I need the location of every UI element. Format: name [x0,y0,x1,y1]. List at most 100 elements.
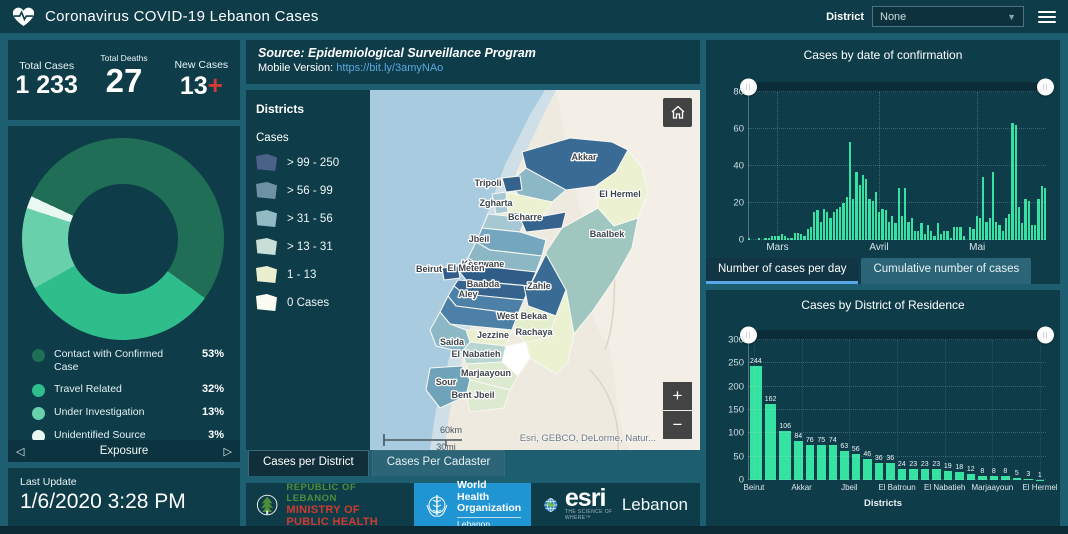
district-bar[interactable] [1012,477,1022,480]
daily-bar[interactable] [995,221,998,240]
district-bar[interactable] [989,476,999,480]
daily-bar[interactable] [884,210,887,240]
daily-bar[interactable] [920,223,923,240]
daily-bar[interactable] [858,184,861,240]
district-bar[interactable] [794,440,803,480]
daily-bar[interactable] [1027,201,1030,240]
daily-bar[interactable] [816,210,819,240]
daily-bar[interactable] [943,230,946,240]
daily-bar[interactable] [917,230,920,240]
mobile-version-link[interactable]: https://bit.ly/3amyNAo [336,62,444,74]
district-bar[interactable] [863,458,872,480]
daily-bar[interactable] [1017,206,1020,240]
slider-handle-right[interactable]: || [1037,326,1054,344]
daily-bar[interactable] [1011,123,1014,240]
daily-bar[interactable] [959,227,962,240]
daily-bar[interactable] [939,234,942,240]
daily-bar[interactable] [946,230,949,240]
district-range-slider[interactable]: || || [740,326,1054,344]
daily-bar[interactable] [757,238,760,240]
daily-bar[interactable] [926,225,929,240]
daily-bar[interactable] [897,188,900,240]
daily-bar[interactable] [865,178,868,240]
daily-bar[interactable] [796,232,799,240]
district-dropdown[interactable]: None ▼ [872,6,1024,27]
daily-bar[interactable] [777,236,780,240]
district-bar[interactable] [840,450,849,480]
district-bar[interactable] [920,469,930,480]
district-bar[interactable] [955,471,964,480]
daily-bar[interactable] [962,236,965,240]
daily-bar[interactable] [930,230,933,240]
district-bar[interactable] [932,469,941,480]
tab-cases-per-cadaster[interactable]: Cases Per Cadaster [371,450,506,476]
district-bar[interactable] [943,471,953,480]
daily-bar[interactable] [978,217,981,240]
slider-handle-left[interactable]: || [740,326,757,344]
daily-bar[interactable] [845,197,848,240]
daily-bar[interactable] [813,212,816,240]
district-bar[interactable] [897,468,907,480]
daily-bar[interactable] [767,238,770,240]
daily-bar[interactable] [848,141,851,240]
tab-cumulative-cases[interactable]: Cumulative number of cases [861,258,1032,284]
daily-bar[interactable] [783,236,786,240]
daily-bar[interactable] [803,236,806,240]
lebanon-districts-map[interactable]: Akkar Tripoli Zgharta El Hermel Bcharre Jbeil… [370,90,700,450]
daily-bar[interactable] [871,201,874,240]
daily-bar[interactable] [952,227,955,240]
daily-bar[interactable] [900,215,903,240]
daily-bar[interactable] [800,234,803,240]
daily-bar[interactable] [1024,199,1027,240]
district-bar[interactable] [764,404,777,480]
zoom-in-button[interactable]: + [663,382,692,410]
daily-bar[interactable] [855,171,858,240]
district-bar[interactable] [1001,476,1010,480]
daily-bar[interactable] [936,223,939,240]
home-button[interactable] [663,98,692,127]
daily-bar[interactable] [998,225,1001,240]
daily-bar[interactable] [949,238,952,240]
daily-bar[interactable] [956,227,959,240]
daily-bar[interactable] [835,208,838,240]
daily-bar[interactable] [907,221,910,240]
daily-bar[interactable] [829,217,832,240]
daily-bar[interactable] [1008,214,1011,240]
daily-bar[interactable] [764,238,767,240]
daily-bar[interactable] [822,208,825,240]
district-bar[interactable] [750,366,762,480]
tab-cases-per-district[interactable]: Cases per District [248,450,369,476]
district-bar[interactable] [874,463,884,480]
district-bar[interactable] [851,453,861,480]
daily-bar[interactable] [923,234,926,240]
daily-bar[interactable] [790,238,793,240]
daily-bar[interactable] [1004,217,1007,240]
daily-bar[interactable] [842,203,845,240]
daily-bar[interactable] [933,236,936,240]
district-bar[interactable] [817,445,826,480]
daily-bar[interactable] [868,199,871,240]
daily-bar[interactable] [1037,199,1040,240]
daily-bar[interactable] [839,206,842,240]
daily-bar[interactable] [887,221,890,240]
slider-handle-left[interactable]: || [740,78,757,96]
daily-bar[interactable] [1014,125,1017,240]
daily-bar[interactable] [748,238,751,240]
map-canvas[interactable]: Akkar Tripoli Zgharta El Hermel Bcharre Jbeil… [370,90,700,450]
district-bar[interactable] [779,430,792,480]
daily-bar[interactable] [1040,186,1043,240]
date-range-slider[interactable]: || || [740,78,1054,96]
zoom-out-button[interactable]: − [663,411,692,439]
district-bar[interactable] [966,474,976,480]
district-bar[interactable] [886,463,895,480]
daily-bar[interactable] [975,215,978,240]
daily-bar[interactable] [780,234,783,240]
daily-bar[interactable] [861,175,864,240]
slider-handle-right[interactable]: || [1037,78,1054,96]
daily-bar[interactable] [894,223,897,240]
carousel-prev-icon[interactable]: ◁ [16,445,25,458]
daily-bar[interactable] [988,217,991,240]
district-bar[interactable] [978,476,987,480]
district-bar[interactable] [805,444,815,480]
district-bar[interactable] [909,469,918,480]
